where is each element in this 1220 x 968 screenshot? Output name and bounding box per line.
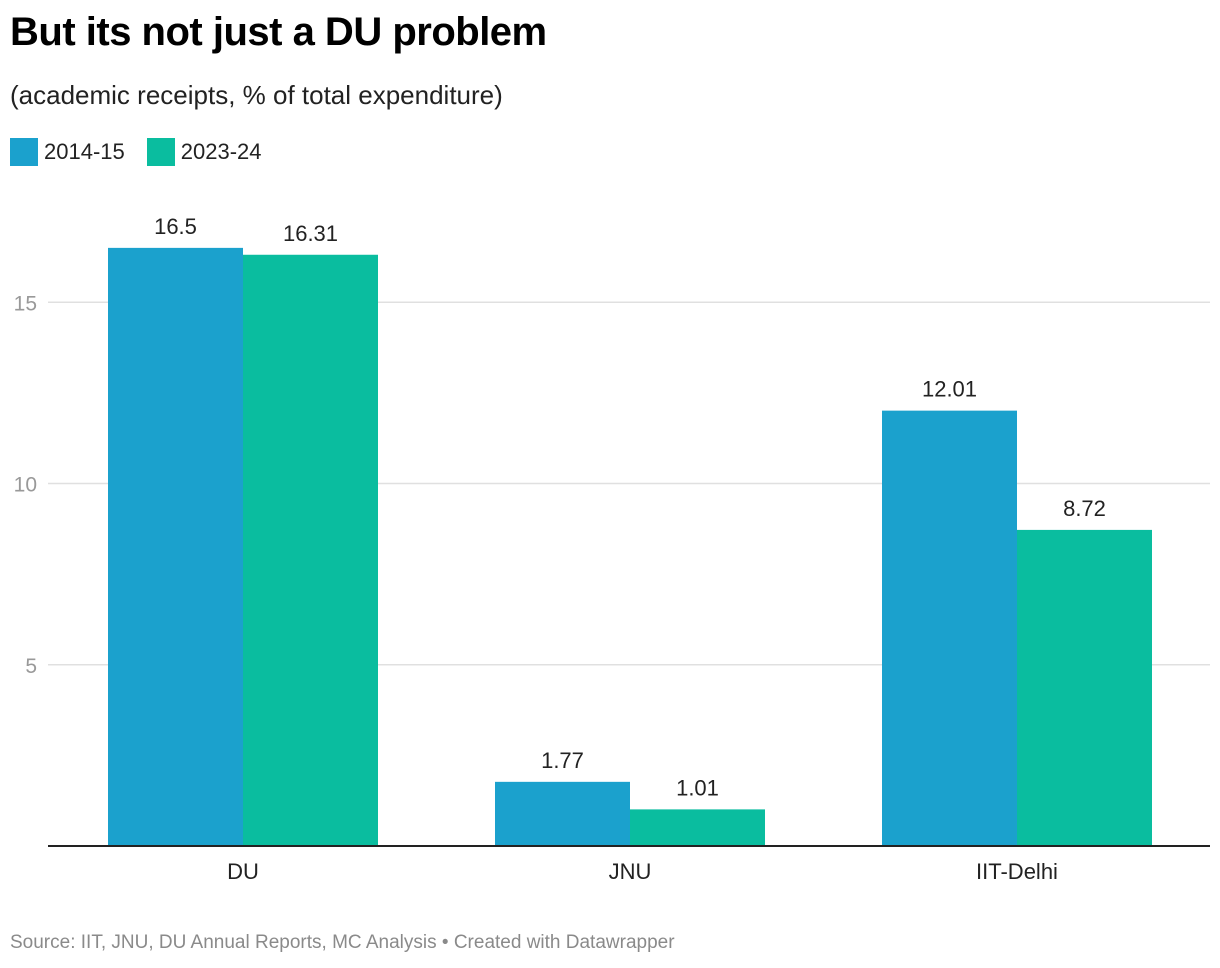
- bar-jnu-2023-24: [630, 809, 765, 846]
- value-label-iit-delhi-2014-15: 12.01: [922, 377, 977, 402]
- legend-swatch-2023-24: [146, 138, 175, 166]
- value-label-jnu-2023-24: 1.01: [676, 775, 719, 800]
- bar-iit-delhi-2023-24: [1017, 529, 1152, 846]
- value-label-iit-delhi-2023-24: 8.72: [1063, 496, 1106, 521]
- y-tick-label-15: 15: [14, 292, 37, 315]
- chart-title: But its not just a DU problem: [10, 10, 547, 54]
- legend-label-2023-24: 2023-24: [180, 139, 262, 164]
- chart-subtitle: (academic receipts, % of total expenditu…: [10, 80, 503, 110]
- source-note: Source: IIT, JNU, DU Annual Reports, MC …: [10, 932, 437, 953]
- legend-item-2014-15: 2014-15: [10, 138, 125, 166]
- footer-separator: •: [436, 932, 454, 953]
- legend-label-2014-15: 2014-15: [44, 139, 125, 164]
- value-label-du-2014-15: 16.5: [154, 214, 197, 239]
- footer: Source: IIT, JNU, DU Annual Reports, MC …: [10, 932, 675, 954]
- legend: 2014-15 2023-24: [10, 138, 284, 166]
- x-tick-label-jnu: JNU: [609, 859, 652, 884]
- x-tick-label-iit-delhi: IIT-Delhi: [976, 859, 1058, 884]
- bar-jnu-2014-15: [495, 781, 630, 846]
- datawrapper-credit: Created with Datawrapper: [453, 932, 675, 953]
- bar-du-2023-24: [243, 254, 378, 846]
- legend-swatch-2014-15: [10, 138, 38, 166]
- value-label-du-2023-24: 16.31: [283, 221, 338, 246]
- value-label-jnu-2014-15: 1.77: [541, 748, 584, 773]
- y-tick-label-10: 10: [14, 474, 37, 497]
- bar-iit-delhi-2014-15: [882, 410, 1017, 846]
- x-tick-label-du: DU: [227, 859, 259, 884]
- y-tick-label-5: 5: [25, 655, 37, 678]
- bar-du-2014-15: [108, 247, 243, 846]
- legend-item-2023-24: 2023-24: [146, 138, 262, 166]
